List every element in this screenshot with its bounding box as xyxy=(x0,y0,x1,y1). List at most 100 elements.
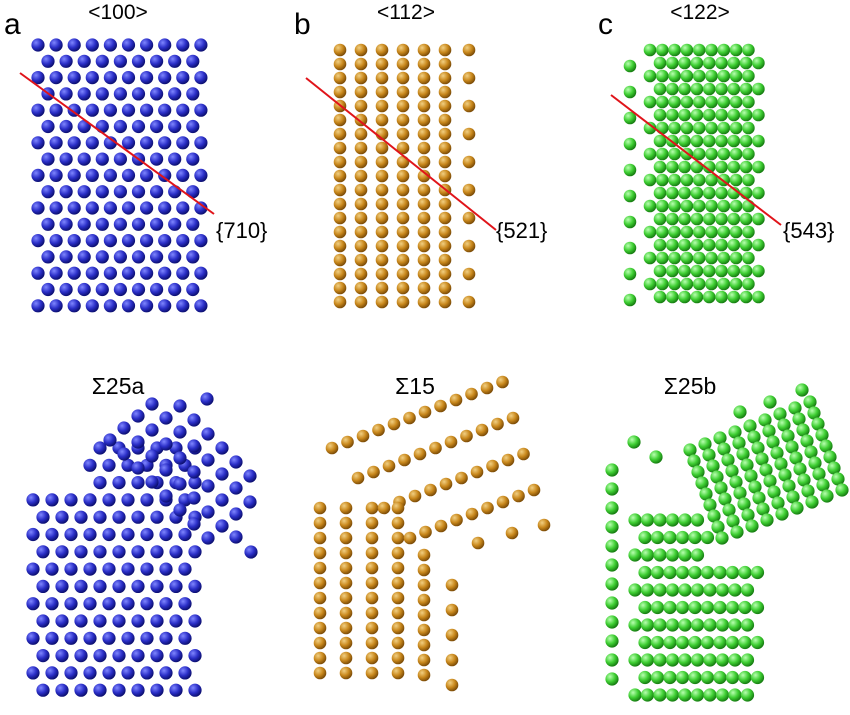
green-atom xyxy=(705,95,718,109)
gold-atom xyxy=(455,471,468,485)
blue-atom xyxy=(26,493,40,507)
blue-atom xyxy=(187,413,201,427)
green-atom xyxy=(702,264,716,278)
blue-atom xyxy=(168,119,182,134)
blue-atom xyxy=(158,168,172,182)
green-atom xyxy=(678,653,692,667)
green-atom xyxy=(729,277,743,291)
green-atom xyxy=(705,69,718,83)
blue-atom xyxy=(121,71,136,85)
green-atom xyxy=(752,186,765,200)
green-atom xyxy=(678,618,692,632)
green-atom xyxy=(803,395,817,409)
green-atom xyxy=(823,450,837,464)
green-atom xyxy=(733,486,747,500)
blue-atom xyxy=(121,168,136,182)
gold-atom xyxy=(365,546,379,560)
blue-atom xyxy=(150,119,164,134)
green-atom xyxy=(690,56,704,70)
green-atom xyxy=(678,108,691,122)
gold-atom xyxy=(391,591,405,605)
gold-atom xyxy=(486,459,499,473)
green-atom xyxy=(605,634,619,648)
gold-atom xyxy=(438,99,452,113)
gold-atom xyxy=(391,576,405,590)
gold-atom xyxy=(375,225,389,239)
blue-atom xyxy=(201,531,215,545)
blue-atom xyxy=(67,266,81,280)
gold-atom xyxy=(339,546,353,560)
green-atom xyxy=(795,383,809,397)
green-atom xyxy=(727,160,741,174)
green-atom xyxy=(702,238,716,252)
green-atom xyxy=(811,417,825,431)
boundary-structure-a xyxy=(26,392,258,697)
gold-atom xyxy=(462,99,476,113)
blue-atom xyxy=(201,453,215,467)
green-atom xyxy=(653,238,667,252)
green-atom xyxy=(778,468,792,482)
blue-atom xyxy=(45,666,59,680)
gold-atom xyxy=(460,429,473,443)
green-atom xyxy=(713,635,727,650)
blue-atom xyxy=(67,168,81,182)
green-atom xyxy=(728,583,742,597)
green-atom xyxy=(643,251,657,265)
green-atom xyxy=(678,290,691,304)
blue-atom xyxy=(215,493,229,507)
green-atom xyxy=(668,225,681,239)
green-atom xyxy=(656,225,669,239)
blue-atom xyxy=(103,38,117,52)
gold-atom xyxy=(367,465,380,479)
blue-atom xyxy=(74,614,88,628)
green-atom xyxy=(665,548,680,562)
green-atom xyxy=(816,478,830,492)
green-atom xyxy=(715,238,728,252)
gold-atom xyxy=(438,85,452,99)
blue-atom xyxy=(159,562,173,576)
gold-atom xyxy=(333,281,347,295)
gold-atom xyxy=(391,606,405,620)
gold-atom xyxy=(387,417,401,431)
green-atom xyxy=(700,635,715,650)
green-atom xyxy=(692,95,706,109)
green-atom xyxy=(750,635,765,650)
green-atom xyxy=(663,670,677,685)
blue-atom xyxy=(229,455,243,469)
gold-atom xyxy=(375,57,389,71)
green-atom xyxy=(643,173,657,187)
blue-atom xyxy=(83,597,97,611)
green-atom xyxy=(705,121,718,135)
green-atom xyxy=(678,688,692,702)
blue-atom xyxy=(176,234,190,248)
green-atom xyxy=(668,173,681,187)
green-atom xyxy=(605,615,619,629)
gold-atom xyxy=(417,57,431,71)
gold-atom xyxy=(333,169,347,183)
gold-atom xyxy=(438,295,452,309)
gold-atom xyxy=(333,127,347,141)
gold-atom xyxy=(438,197,452,211)
green-atom xyxy=(605,672,619,686)
blue-atom xyxy=(173,477,187,491)
gold-atom xyxy=(333,295,347,309)
gold-atom xyxy=(339,666,353,680)
gold-atom xyxy=(396,281,410,295)
blue-atom xyxy=(113,185,127,199)
blue-atom xyxy=(121,266,136,280)
green-atom xyxy=(643,121,657,135)
green-atom xyxy=(804,445,818,459)
green-atom xyxy=(678,238,691,252)
green-atom xyxy=(703,498,717,512)
blue-atom xyxy=(131,87,146,101)
panel-letter-a: a xyxy=(4,8,21,41)
gold-atom xyxy=(313,576,327,590)
blue-atom xyxy=(229,481,243,495)
blue-atom xyxy=(150,152,164,166)
blue-atom xyxy=(26,562,40,576)
blue-atom xyxy=(93,579,107,594)
green-atom xyxy=(717,95,731,109)
panel-b-top: b <112> {521} xyxy=(294,1,547,309)
green-atom xyxy=(728,618,742,632)
blue-atom xyxy=(173,399,187,413)
